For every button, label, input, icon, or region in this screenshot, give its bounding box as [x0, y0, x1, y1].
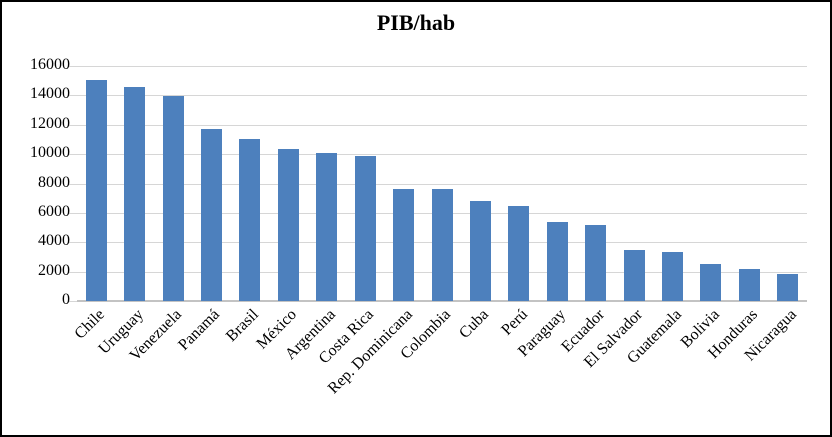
y-axis-tick — [69, 301, 77, 302]
y-axis-tick — [69, 95, 77, 97]
gridline — [77, 95, 807, 97]
x-axis-line — [77, 300, 807, 302]
bar — [508, 206, 530, 301]
y-axis-tick — [69, 271, 77, 273]
bar — [277, 148, 299, 301]
y-axis-tick-label: 8000 — [38, 173, 70, 191]
y-axis-tick — [69, 212, 77, 214]
bar — [85, 79, 107, 301]
gridline — [77, 66, 807, 67]
gridline — [77, 183, 807, 185]
gridline — [77, 154, 807, 156]
bar — [469, 201, 491, 301]
bar — [662, 251, 684, 301]
y-axis-tick — [69, 183, 77, 185]
y-axis-tick-label: 16000 — [30, 56, 70, 73]
y-axis-tick — [69, 124, 77, 126]
bar — [777, 273, 799, 301]
bar — [316, 153, 338, 301]
gridline — [77, 124, 807, 126]
y-axis-tick-label: 14000 — [30, 85, 70, 103]
bar — [354, 155, 376, 301]
bar — [738, 268, 760, 301]
y-axis-tick-label: 0 — [62, 291, 70, 308]
bar — [431, 188, 453, 301]
y-axis-tick-label: 12000 — [30, 114, 70, 132]
bar — [239, 138, 261, 301]
y-axis-tick — [69, 154, 77, 156]
y-axis-tick-label: 10000 — [30, 144, 70, 162]
bar — [393, 188, 415, 301]
bar — [200, 129, 222, 301]
y-axis-tick-label: 6000 — [38, 202, 70, 220]
bar — [700, 263, 722, 301]
y-axis-tick — [69, 66, 77, 67]
bar — [546, 221, 568, 301]
bar — [124, 87, 146, 301]
bar — [585, 225, 607, 301]
bar — [162, 96, 184, 301]
bar — [623, 249, 645, 301]
chart-title: PIB/hab — [376, 10, 456, 35]
y-axis-tick — [69, 242, 77, 244]
y-axis-tick-label: 2000 — [38, 261, 70, 279]
y-axis-tick-label: 4000 — [38, 232, 70, 250]
